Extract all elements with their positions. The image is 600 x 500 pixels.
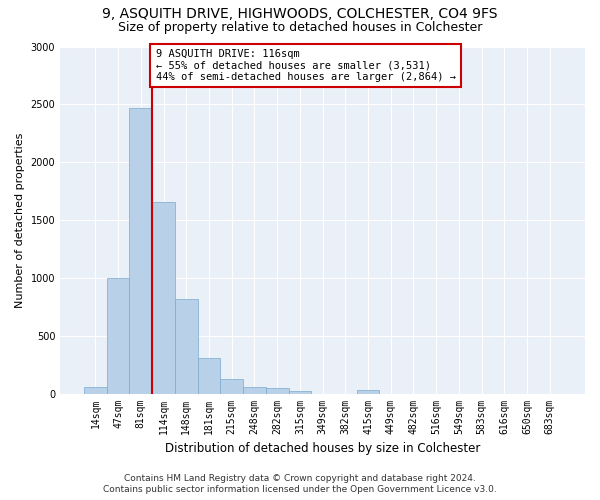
Bar bbox=[152, 202, 175, 394]
Bar bbox=[356, 390, 379, 394]
X-axis label: Distribution of detached houses by size in Colchester: Distribution of detached houses by size … bbox=[165, 442, 480, 455]
Text: Contains HM Land Registry data © Crown copyright and database right 2024.
Contai: Contains HM Land Registry data © Crown c… bbox=[103, 474, 497, 494]
Text: 9, ASQUITH DRIVE, HIGHWOODS, COLCHESTER, CO4 9FS: 9, ASQUITH DRIVE, HIGHWOODS, COLCHESTER,… bbox=[102, 8, 498, 22]
Bar bbox=[243, 387, 266, 394]
Bar bbox=[220, 378, 243, 394]
Bar bbox=[130, 108, 152, 394]
Bar bbox=[175, 298, 197, 394]
Bar bbox=[197, 358, 220, 394]
Bar bbox=[107, 278, 130, 394]
Y-axis label: Number of detached properties: Number of detached properties bbox=[15, 132, 25, 308]
Bar bbox=[289, 391, 311, 394]
Text: Size of property relative to detached houses in Colchester: Size of property relative to detached ho… bbox=[118, 21, 482, 34]
Text: 9 ASQUITH DRIVE: 116sqm
← 55% of detached houses are smaller (3,531)
44% of semi: 9 ASQUITH DRIVE: 116sqm ← 55% of detache… bbox=[155, 49, 455, 82]
Bar bbox=[84, 386, 107, 394]
Bar bbox=[266, 388, 289, 394]
